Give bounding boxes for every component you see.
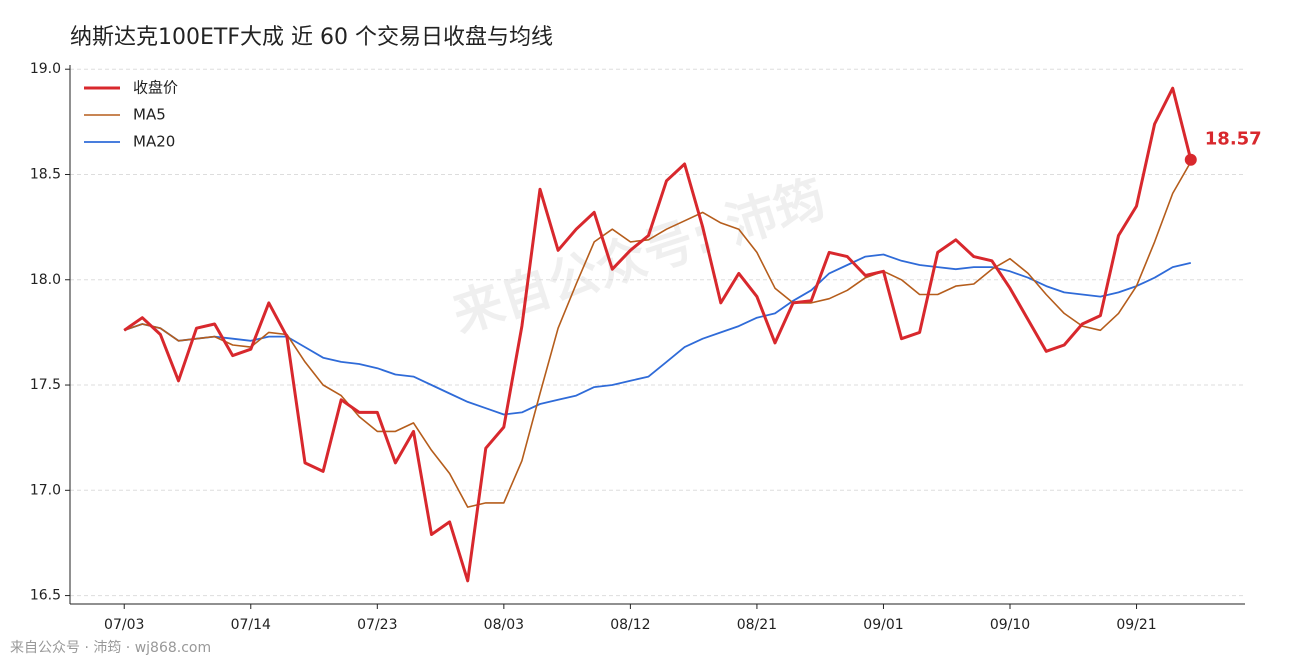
series-line — [123, 161, 1192, 508]
x-tick-label: 07/03 — [104, 617, 144, 633]
watermark: 来自公众号: 沛筠 — [446, 169, 832, 344]
y-tick-label: 17.5 — [30, 377, 61, 393]
y-tick-label: 16.5 — [30, 588, 61, 604]
footer: 来自公众号 · 沛筠 · wj868.com — [10, 639, 211, 656]
x-tick-label: 07/23 — [357, 617, 397, 633]
series-line — [123, 86, 1193, 583]
x-tick-label: 09/21 — [1116, 617, 1156, 633]
legend-label: MA5 — [133, 106, 166, 124]
last-label: 18.57 — [1205, 129, 1262, 150]
y-tick-label: 17.0 — [30, 482, 61, 498]
y-tick-label: 18.5 — [30, 166, 61, 182]
series-line — [123, 253, 1192, 416]
y-tick-label: 18.0 — [30, 272, 61, 288]
x-tick-label: 08/21 — [737, 617, 777, 633]
legend-label: 收盘价 — [133, 79, 178, 97]
x-tick-label: 09/01 — [863, 617, 903, 633]
x-tick-label: 09/10 — [990, 617, 1030, 633]
legend-label: MA20 — [133, 133, 175, 151]
x-tick-label: 08/03 — [484, 617, 524, 633]
x-tick-label: 08/12 — [610, 617, 650, 633]
y-tick-label: 19.0 — [30, 61, 61, 77]
x-tick-label: 07/14 — [231, 617, 271, 633]
chart-title: 纳斯达克100ETF大成 近 60 个交易日收盘与均线 — [70, 25, 553, 50]
last-point — [1184, 153, 1197, 166]
